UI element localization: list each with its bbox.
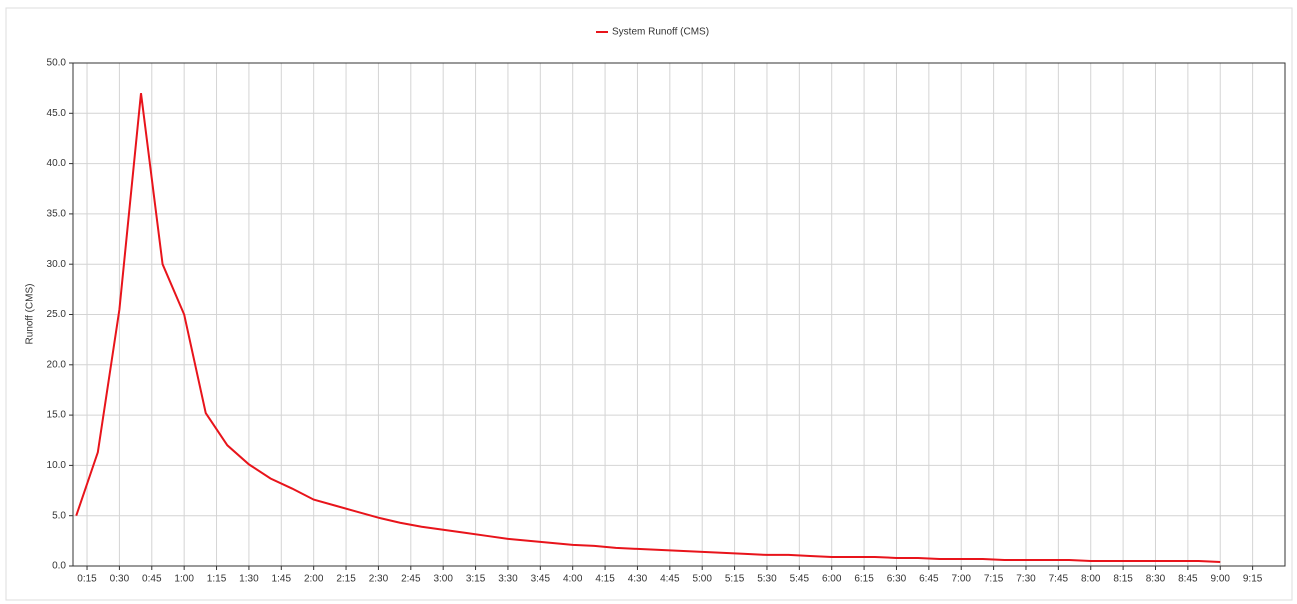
x-tick-label: 0:30 xyxy=(110,574,130,585)
y-tick-label: 10.0 xyxy=(47,460,67,471)
x-tick-label: 6:00 xyxy=(822,574,842,585)
y-tick-label: 30.0 xyxy=(47,259,67,270)
y-tick-label: 15.0 xyxy=(47,410,67,421)
x-tick-label: 0:45 xyxy=(142,574,162,585)
x-tick-label: 3:45 xyxy=(531,574,551,585)
x-tick-label: 6:45 xyxy=(919,574,939,585)
y-tick-label: 40.0 xyxy=(47,158,67,169)
x-tick-label: 2:15 xyxy=(336,574,356,585)
legend-label: System Runoff (CMS) xyxy=(612,27,709,38)
x-tick-label: 3:15 xyxy=(466,574,486,585)
x-tick-label: 1:30 xyxy=(239,574,259,585)
x-tick-label: 9:00 xyxy=(1211,574,1231,585)
y-tick-label: 50.0 xyxy=(47,58,67,69)
x-tick-label: 0:15 xyxy=(77,574,97,585)
x-tick-label: 5:30 xyxy=(757,574,777,585)
x-tick-label: 4:15 xyxy=(595,574,615,585)
x-tick-label: 3:30 xyxy=(498,574,518,585)
x-tick-label: 8:30 xyxy=(1146,574,1166,585)
y-tick-label: 20.0 xyxy=(47,359,67,370)
x-tick-label: 5:15 xyxy=(725,574,745,585)
x-tick-label: 1:00 xyxy=(174,574,194,585)
x-tick-label: 4:00 xyxy=(563,574,583,585)
x-tick-label: 5:45 xyxy=(790,574,810,585)
x-tick-label: 4:45 xyxy=(660,574,680,585)
y-tick-label: 45.0 xyxy=(47,108,67,119)
x-tick-label: 7:30 xyxy=(1016,574,1036,585)
x-tick-label: 8:00 xyxy=(1081,574,1101,585)
x-tick-label: 7:45 xyxy=(1049,574,1069,585)
x-tick-label: 2:30 xyxy=(369,574,389,585)
x-tick-label: 8:45 xyxy=(1178,574,1198,585)
plot-border xyxy=(72,62,1286,567)
x-tick-label: 1:15 xyxy=(207,574,227,585)
y-tick-label: 35.0 xyxy=(47,209,67,220)
x-tick-label: 6:30 xyxy=(887,574,907,585)
x-tick-label: 9:15 xyxy=(1243,574,1263,585)
y-axis-label: Runoff (CMS) xyxy=(25,284,36,345)
data-line xyxy=(75,93,1221,563)
x-tick-label: 8:15 xyxy=(1113,574,1133,585)
x-tick-label: 3:00 xyxy=(433,574,453,585)
y-tick-label: 0.0 xyxy=(52,561,66,572)
x-tick-label: 1:45 xyxy=(272,574,292,585)
x-tick-label: 7:15 xyxy=(984,574,1004,585)
x-tick-label: 5:00 xyxy=(692,574,712,585)
x-tick-label: 4:30 xyxy=(628,574,648,585)
x-tick-label: 2:00 xyxy=(304,574,324,585)
y-tick-label: 25.0 xyxy=(47,309,67,320)
x-tick-label: 2:45 xyxy=(401,574,421,585)
y-tick-label: 5.0 xyxy=(52,510,66,521)
x-tick-label: 7:00 xyxy=(951,574,971,585)
x-tick-label: 6:15 xyxy=(854,574,874,585)
